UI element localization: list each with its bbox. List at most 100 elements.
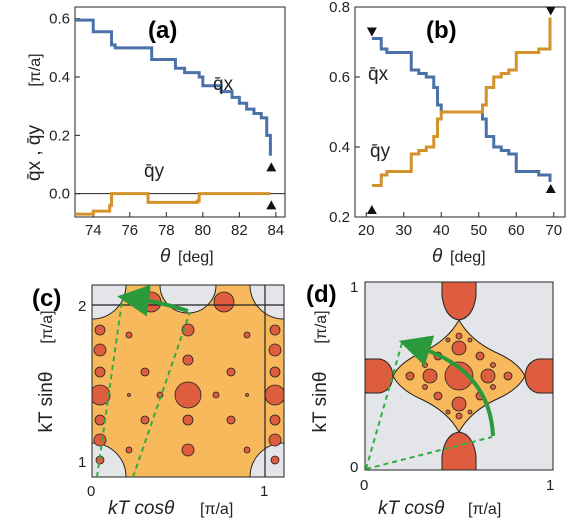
plot-frame-c xyxy=(91,284,285,478)
red-bump-right xyxy=(524,358,553,394)
xtick-c-1: 1 xyxy=(260,483,268,500)
fs-circle-c-27 xyxy=(226,415,236,425)
xlabel-b-main: θ xyxy=(432,246,443,267)
fs-circle-d-20 xyxy=(467,409,473,415)
dashed-line-d-1 xyxy=(365,342,403,470)
yticks-b: 0.2 0.4 0.6 0.8 xyxy=(329,0,360,226)
panel-d: (d) 0 1 0 1 kT sinθ [π/a] kT cosθ [π/a] xyxy=(306,279,554,519)
fs-circle-c-32 xyxy=(245,393,249,397)
series-line-qx-a xyxy=(75,18,272,156)
xtick-label-b-4: 60 xyxy=(508,222,525,239)
xtick-d-1: 1 xyxy=(546,477,554,494)
ylabel-d-main: kT sinθ xyxy=(310,372,331,433)
fs-circle-d-7 xyxy=(433,391,443,401)
xtick-label-a-4: 82 xyxy=(231,222,248,239)
xtick-d-0: 0 xyxy=(360,477,368,494)
xtick-label-a-5: 84 xyxy=(268,222,285,239)
fs-circle-d-9 xyxy=(405,371,415,381)
triangle-up-marker-a-1 xyxy=(266,200,277,210)
xticks-a: 74 76 78 80 82 84 xyxy=(85,212,284,239)
ytick-c-1: 1 xyxy=(78,454,86,471)
fs-circle-c-2 xyxy=(94,366,106,378)
fs-circle-d-1 xyxy=(451,340,467,356)
fs-circle-c-15 xyxy=(213,291,235,313)
ytick-label-b-3: 0.8 xyxy=(329,0,350,16)
panel-c: (c) 0 1 2 1 kT sinθ [π/a] kT cosθ [π/a] xyxy=(32,284,285,519)
xlabel-a-unit: [deg] xyxy=(178,249,214,266)
triangle-down-marker-b-2 xyxy=(545,6,556,16)
series-label-qx-a: q̄x xyxy=(213,74,234,95)
fs-circle-c-18 xyxy=(243,331,251,339)
xticks-b: 20 30 40 50 60 70 xyxy=(358,212,562,239)
ytick-label-a-0: 0.0 xyxy=(49,186,70,203)
plot-frame-b xyxy=(354,6,566,218)
panel-label-d: (d) xyxy=(306,281,337,308)
panel-label-b: (b) xyxy=(426,17,457,44)
triangle-up-marker-a-0 xyxy=(266,162,277,172)
series-label-qx-a-text: q̄x xyxy=(213,74,234,95)
series-line-qx-b xyxy=(371,37,552,182)
xtick-label-a-2: 78 xyxy=(158,222,175,239)
fs-circle-d-0 xyxy=(444,361,474,391)
fs-circle-c-5 xyxy=(93,433,107,447)
xtick-c-0: 0 xyxy=(87,483,95,500)
fs-circle-c-17 xyxy=(125,331,133,339)
series-label-qy-b: q̄y xyxy=(370,141,391,162)
xlabel-b-unit: [deg] xyxy=(450,249,486,266)
ytick-label-b-1: 0.4 xyxy=(329,139,350,156)
fs-circle-c-11 xyxy=(269,414,281,426)
green-arrow-c xyxy=(117,284,189,317)
fs-circle-c-12 xyxy=(268,433,282,447)
fs-circle-c-16 xyxy=(181,323,195,337)
ylabel-a-unit: [π/a] xyxy=(27,53,44,86)
markers-a xyxy=(266,162,277,210)
fs-circle-c-24 xyxy=(212,391,220,399)
fs-circle-c-20 xyxy=(140,367,150,377)
triangle-up-marker-b-1 xyxy=(366,205,377,214)
xtick-label-a-1: 76 xyxy=(121,222,138,239)
fs-circle-d-10 xyxy=(503,371,513,381)
fs-circle-c-0 xyxy=(94,324,106,336)
fs-circle-c-3 xyxy=(92,384,111,406)
fs-circle-d-3 xyxy=(422,368,438,384)
series-line-qy-b xyxy=(371,17,552,187)
ytick-label-a-1: 0.2 xyxy=(49,127,70,144)
ytick-c-0: 2 xyxy=(78,298,86,315)
fs-circle-d-16 xyxy=(490,384,496,390)
xtick-label-b-1: 30 xyxy=(395,222,412,239)
triangle-up-marker-b-3 xyxy=(545,184,556,193)
ytick-label-b-0: 0.2 xyxy=(329,209,350,226)
xlabel-a-main: θ xyxy=(160,246,171,267)
fs-circle-c-8 xyxy=(268,343,282,357)
fs-circle-c-9 xyxy=(269,366,281,378)
ylabel-d: kT sinθ [π/a] xyxy=(310,310,331,432)
fs-circle-c-22 xyxy=(174,381,202,409)
gray-corner-tr xyxy=(249,285,284,320)
fs-circle-d-6 xyxy=(475,351,485,361)
fs-circle-c-30 xyxy=(243,446,251,454)
xtick-label-b-5: 70 xyxy=(545,222,562,239)
fs-circle-c-7 xyxy=(269,324,281,336)
fs-circle-c-19 xyxy=(182,354,194,366)
xlabel-c-main: kT cosθ xyxy=(108,498,175,519)
series-line-qy-a xyxy=(75,192,271,216)
ylabel-c-unit: [π/a] xyxy=(39,310,56,343)
xtick-label-a-3: 80 xyxy=(194,222,211,239)
dashed-line-c-2 xyxy=(132,311,191,478)
fs-circle-c-26 xyxy=(140,415,150,425)
ylabel-a: q̄x , q̄y [π/a] xyxy=(24,53,45,181)
dashed-line-d-2 xyxy=(365,436,493,470)
ytick-d-0: 0 xyxy=(350,459,358,476)
circles-c xyxy=(92,291,284,465)
fs-circle-c-31 xyxy=(127,393,131,397)
ytick-label-a-3: 0.6 xyxy=(49,11,70,28)
fs-circle-c-13 xyxy=(270,455,280,465)
fs-circle-c-25 xyxy=(182,414,194,426)
dashed-line-c-1 xyxy=(96,300,123,478)
fs-circle-c-1 xyxy=(93,343,107,357)
plot-frame-d xyxy=(364,281,554,471)
ylabel-c-main: kT sinθ xyxy=(36,372,57,433)
circles-d xyxy=(405,332,513,420)
fs-circle-c-4 xyxy=(94,414,106,426)
